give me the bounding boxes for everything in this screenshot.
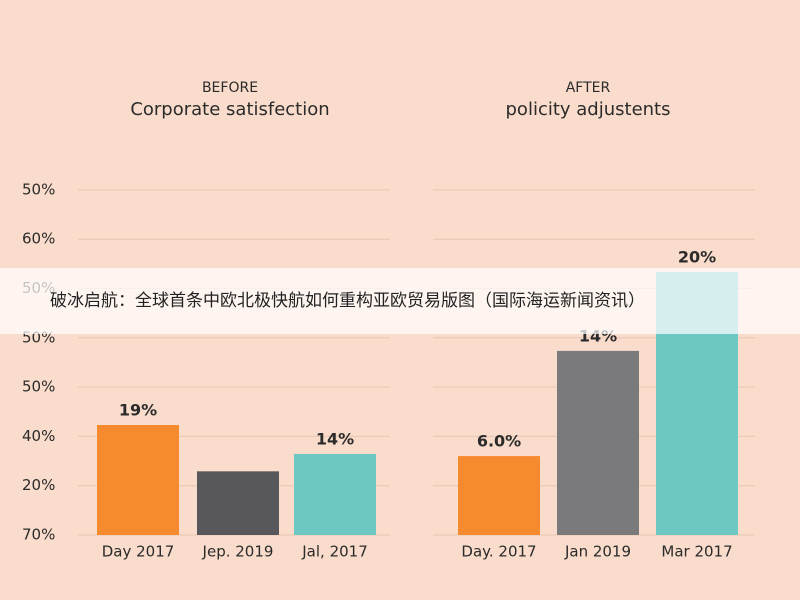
news-banner: 破冰启航：全球首条中欧北极快航如何重构亚欧贸易版图（国际海运新闻资讯）	[0, 268, 800, 334]
bar	[557, 350, 639, 535]
x-tick-label: Jep. 2019	[202, 543, 274, 561]
y-tick-label: 70%	[22, 526, 55, 544]
bar	[294, 453, 376, 535]
y-tick-label: 50%	[22, 378, 55, 396]
y-tick-label: 50%	[22, 180, 55, 198]
bar	[458, 456, 540, 535]
panel-subtitle: AFTER	[566, 80, 611, 96]
panel-subtitle: BEFORE	[202, 80, 258, 96]
x-tick-label: Day. 2017	[461, 543, 536, 561]
panel-title: policity adjustents	[506, 99, 671, 120]
panel-title: Corporate satisfection	[130, 99, 329, 120]
value-label: 19%	[119, 401, 157, 420]
value-label: 20%	[678, 248, 716, 267]
x-tick-label: Jal, 2017	[301, 543, 368, 561]
y-tick-label: 60%	[22, 230, 55, 248]
x-tick-label: Mar 2017	[661, 543, 732, 561]
x-tick-label: Day 2017	[102, 543, 175, 561]
y-tick-label: 20%	[22, 476, 55, 494]
y-tick-label: 40%	[22, 427, 55, 445]
value-label: 6.0%	[477, 432, 521, 451]
bar	[197, 471, 279, 535]
x-tick-label: Jan 2019	[564, 543, 631, 561]
bar	[97, 425, 179, 535]
value-label: 14%	[316, 429, 354, 448]
